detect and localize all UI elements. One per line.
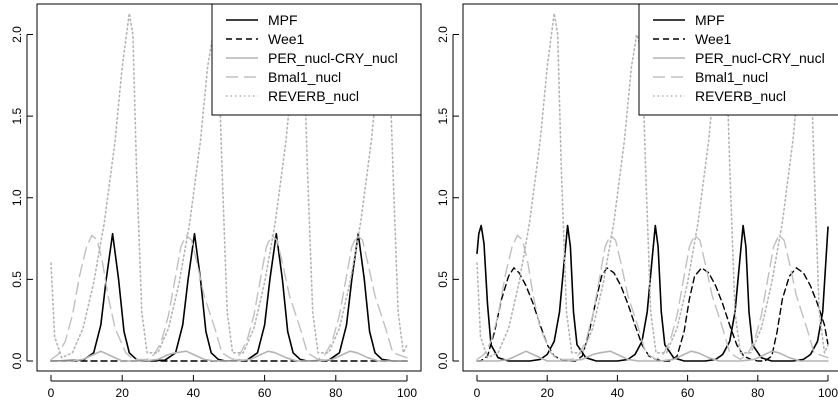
legend-label: REVERB_nucl: [268, 88, 359, 104]
right-panel: 0 20 40 60 80 100 0.0 0.5 1.0 1.5 2.0 MPF Wee1 PER_nu…: [436, 3, 838, 400]
legend-label: PER_nucl-CRY_nucl: [268, 50, 398, 66]
legend-label: Bmal1_nucl: [268, 69, 341, 85]
x-tick-label: 100: [397, 386, 417, 400]
y-tick-label: 1.0: [10, 189, 24, 206]
x-tick-label: 80: [329, 386, 343, 400]
y-tick-label: 0.5: [10, 271, 24, 288]
legend-box: [638, 3, 838, 116]
x-tick-label: 20: [541, 386, 555, 400]
series-line-per-nucl-cry-nucl: [476, 350, 829, 362]
x-tick-label: 40: [611, 386, 625, 400]
y-tick-label: 1.0: [436, 189, 450, 206]
series-line-wee1: [476, 267, 829, 362]
series-line-reverb-nucl: [50, 12, 408, 359]
x-tick-label: 80: [751, 386, 765, 400]
legend: MPF Wee1 PER_nucl-CRY_nucl Bmal1_nucl REVERB…: [211, 3, 422, 116]
left-panel: 0 20 40 60 80 100 0.0 0.5 1.0 1.5 2.0 MPF Wee1 PER_nu…: [10, 3, 422, 400]
series-line-mpf: [50, 232, 408, 362]
y-tick-label: 0.0: [10, 352, 24, 369]
legend: MPF Wee1 PER_nucl-CRY_nucl Bmal1_nucl REVERB…: [638, 3, 838, 116]
x-tick-label: 60: [681, 386, 695, 400]
x-tick-label: 0: [48, 386, 55, 400]
legend-label: REVERB_nucl: [695, 88, 786, 104]
y-tick-label: 1.5: [436, 107, 450, 124]
legend-box: [211, 3, 422, 116]
y-tick-label: 0.5: [436, 271, 450, 288]
x-tick-label: 40: [187, 386, 201, 400]
legend-label: MPF: [695, 12, 725, 28]
y-tick-label: 0.0: [436, 352, 450, 369]
legend-label: MPF: [268, 12, 298, 28]
series-line-reverb-nucl: [476, 12, 829, 359]
series-line-bmal1-nucl: [476, 234, 829, 361]
legend-label: Wee1: [695, 31, 732, 47]
legend-label: Wee1: [268, 31, 305, 47]
series-line-per-nucl-cry-nucl: [50, 350, 408, 362]
x-tick-label: 60: [258, 386, 272, 400]
y-tick-label: 1.5: [10, 107, 24, 124]
series-line-bmal1-nucl: [50, 234, 408, 361]
x-tick-label: 20: [116, 386, 130, 400]
y-tick-label: 2.0: [436, 26, 450, 43]
y-tick-label: 2.0: [10, 26, 24, 43]
x-tick-label: 0: [474, 386, 481, 400]
legend-label: PER_nucl-CRY_nucl: [695, 50, 825, 66]
legend-label: Bmal1_nucl: [695, 69, 768, 85]
x-tick-label: 100: [818, 386, 838, 400]
